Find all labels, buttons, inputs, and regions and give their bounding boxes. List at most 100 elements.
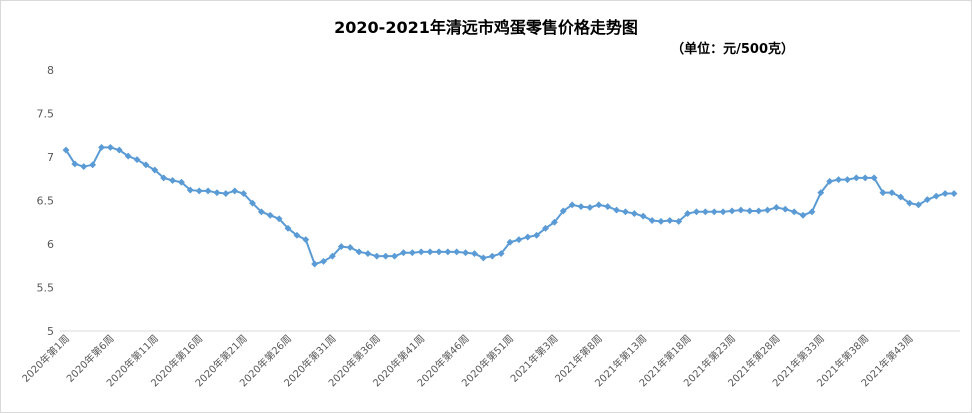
data-point — [97, 143, 106, 151]
data-point — [790, 208, 798, 216]
data-point — [488, 252, 496, 260]
data-point — [843, 176, 851, 184]
data-point — [204, 187, 212, 195]
data-point — [106, 143, 114, 151]
y-tick-label: 8 — [47, 64, 54, 77]
data-point — [835, 176, 843, 184]
y-tick-label: 5 — [47, 325, 54, 338]
y-tick-label: 6.5 — [37, 195, 55, 208]
data-point — [195, 187, 203, 195]
chart-title: 2020-2021年清远市鸡蛋零售价格走势图 — [334, 18, 638, 37]
data-point — [524, 233, 532, 241]
data-point — [417, 248, 425, 256]
data-point — [435, 248, 443, 256]
data-point — [462, 249, 470, 257]
data-point — [275, 215, 283, 223]
data-point — [302, 236, 310, 244]
data-point — [861, 174, 869, 182]
data-point — [870, 174, 878, 182]
chart-subtitle: （单位：元/500克） — [671, 42, 794, 57]
data-point — [124, 152, 132, 160]
data-point — [373, 252, 381, 260]
data-point — [746, 207, 754, 215]
data-point — [399, 249, 407, 257]
data-point — [506, 238, 514, 246]
y-tick-label: 7.5 — [37, 108, 55, 121]
data-point — [240, 189, 248, 198]
data-point — [408, 249, 416, 257]
data-point — [737, 206, 745, 214]
data-point — [577, 203, 585, 211]
data-point — [213, 189, 221, 197]
data-point — [941, 189, 949, 198]
data-point — [879, 189, 887, 197]
data-point — [541, 224, 550, 232]
data-point — [426, 248, 434, 256]
data-point — [62, 146, 70, 154]
data-point — [648, 216, 656, 225]
y-axis: 5 5.5 6 6.5 7 7.5 8 — [37, 64, 55, 338]
data-point — [186, 186, 194, 194]
data-point — [914, 201, 923, 209]
x-axis: 2020年第1周2020年第6周2020年第11周2020年第16周2020年第… — [19, 330, 960, 389]
data-point — [133, 156, 141, 164]
data-point — [71, 160, 79, 168]
data-point — [160, 174, 168, 182]
data-point — [355, 248, 363, 256]
data-point — [337, 243, 345, 251]
data-point — [826, 177, 834, 185]
data-point — [897, 193, 905, 201]
data-point — [755, 207, 763, 215]
data-point — [515, 236, 523, 244]
data-point — [248, 199, 257, 207]
data-point — [444, 248, 452, 256]
series-price — [62, 143, 958, 268]
data-point — [115, 146, 123, 154]
data-point — [586, 203, 594, 212]
data-point — [151, 166, 159, 174]
data-point — [257, 208, 265, 216]
data-point — [80, 163, 88, 171]
data-point — [142, 161, 150, 169]
data-point — [550, 218, 558, 226]
data-point — [666, 216, 674, 225]
data-point — [639, 212, 647, 220]
data-point — [382, 252, 390, 260]
data-point — [808, 208, 816, 216]
data-point — [604, 203, 612, 211]
y-tick-label: 6 — [47, 238, 54, 251]
data-point — [613, 206, 621, 214]
data-point — [328, 252, 336, 260]
data-point — [906, 199, 914, 207]
data-point — [391, 252, 399, 260]
data-point — [888, 189, 896, 197]
data-point — [568, 201, 576, 209]
data-point — [293, 231, 301, 239]
data-point — [701, 208, 709, 216]
data-point — [630, 209, 638, 218]
data-point — [311, 260, 319, 268]
data-point — [533, 231, 541, 239]
data-point — [266, 211, 274, 219]
data-point — [692, 208, 701, 216]
data-point — [852, 174, 860, 182]
data-point — [772, 203, 780, 212]
data-point — [222, 189, 230, 198]
data-point — [479, 254, 487, 262]
y-tick-label: 7 — [47, 151, 54, 164]
data-point — [728, 207, 736, 215]
data-point — [364, 250, 372, 258]
data-point — [177, 178, 185, 186]
data-point — [89, 161, 97, 169]
data-point — [657, 217, 665, 225]
data-point — [710, 208, 718, 216]
data-point — [169, 176, 177, 185]
data-point — [799, 211, 807, 219]
data-point — [346, 243, 354, 252]
data-point — [284, 224, 292, 232]
data-point — [470, 250, 479, 258]
data-point — [684, 209, 692, 218]
data-point — [559, 207, 567, 215]
